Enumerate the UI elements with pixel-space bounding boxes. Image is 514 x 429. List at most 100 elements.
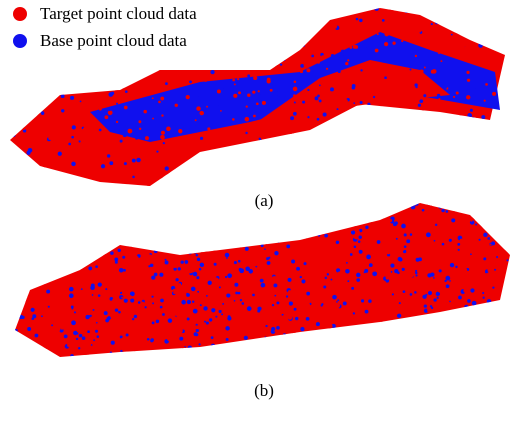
point (406, 239, 410, 243)
point (304, 262, 307, 265)
point (503, 328, 506, 331)
point (101, 164, 105, 168)
point (191, 294, 194, 297)
point (20, 242, 24, 246)
point (345, 212, 348, 215)
point (244, 163, 246, 165)
point (404, 245, 407, 248)
point (193, 168, 195, 170)
point (390, 75, 393, 78)
point (62, 260, 65, 263)
point (115, 117, 118, 120)
point (222, 278, 227, 283)
point (4, 144, 7, 147)
point (359, 328, 361, 330)
point (77, 297, 80, 300)
point (187, 318, 190, 321)
point (446, 178, 448, 180)
point (200, 247, 202, 249)
point (91, 284, 95, 288)
point (406, 334, 410, 338)
point (138, 120, 141, 123)
point (233, 94, 237, 98)
point (307, 116, 309, 118)
point-cloud-aligned (8, 198, 513, 361)
point (430, 305, 432, 307)
point (131, 72, 135, 76)
point (236, 19, 240, 23)
point (72, 125, 76, 129)
point (267, 252, 271, 256)
point (10, 308, 13, 311)
point (321, 303, 323, 305)
point (358, 219, 362, 223)
point (494, 269, 496, 271)
point (313, 171, 317, 175)
point (403, 27, 407, 31)
point (58, 159, 61, 162)
point (143, 110, 146, 113)
point (312, 260, 316, 264)
point (454, 315, 456, 317)
point (164, 220, 167, 223)
point (319, 295, 323, 299)
point (149, 344, 154, 349)
point (217, 211, 222, 216)
point (304, 64, 308, 68)
point (58, 349, 60, 351)
point (436, 329, 441, 334)
point (384, 91, 387, 94)
point (67, 343, 71, 347)
point (219, 32, 222, 35)
point (136, 51, 140, 55)
point (491, 351, 493, 353)
point (20, 28, 22, 30)
point (367, 288, 371, 292)
point (173, 140, 177, 144)
point (147, 338, 150, 341)
point (196, 58, 200, 62)
point (326, 48, 330, 52)
point (259, 239, 262, 242)
point (36, 42, 38, 44)
point (154, 64, 158, 68)
point (479, 239, 481, 241)
point (21, 237, 24, 240)
point (466, 71, 469, 74)
point (448, 129, 453, 134)
point (487, 204, 490, 207)
point (265, 353, 268, 356)
point (477, 330, 481, 334)
point (120, 184, 124, 188)
point (363, 199, 367, 203)
point (181, 300, 186, 305)
point (406, 254, 409, 257)
point (161, 114, 163, 116)
point (154, 249, 158, 253)
point (483, 233, 487, 237)
point (110, 239, 113, 242)
point (122, 352, 126, 356)
point (478, 43, 483, 48)
point (252, 91, 255, 94)
point (192, 137, 195, 140)
point (206, 321, 209, 324)
point (323, 130, 325, 132)
point (507, 51, 511, 55)
point (51, 324, 53, 326)
point (149, 312, 153, 316)
point (238, 91, 241, 94)
point (120, 85, 124, 89)
point (16, 253, 18, 255)
point (207, 17, 209, 19)
point (453, 167, 457, 171)
point (264, 312, 267, 315)
point (333, 155, 336, 158)
point (474, 327, 476, 329)
point (178, 129, 182, 133)
point (317, 61, 320, 64)
point (426, 354, 430, 358)
point (48, 105, 51, 108)
point (469, 20, 474, 25)
point (316, 4, 319, 7)
